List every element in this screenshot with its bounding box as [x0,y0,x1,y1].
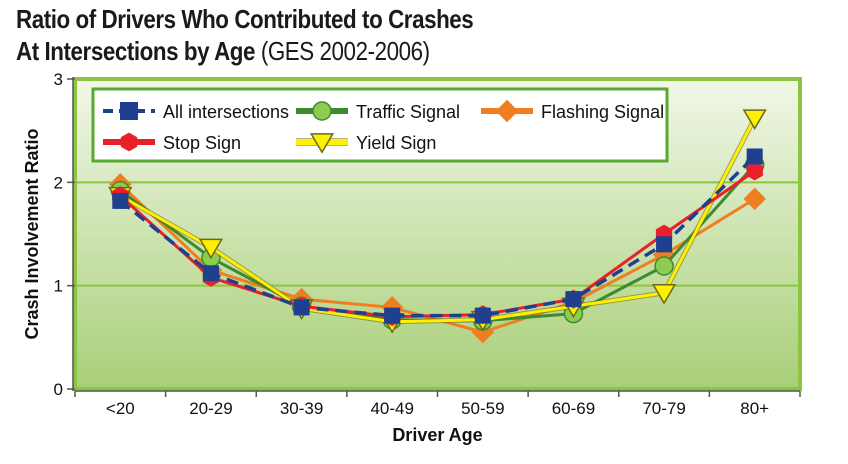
series-line [119,117,757,324]
gridlines [75,181,800,287]
y-tick-label: 1 [54,277,63,296]
legend-marker [312,101,332,121]
chart-title-source: (GES 2002-2006) [260,36,430,66]
legend-marker [495,99,519,123]
legend-marker [120,102,138,120]
x-tick-label: 80+ [740,399,769,418]
data-point [746,148,763,165]
series-layer [108,109,767,344]
data-point [746,161,763,181]
x-tick-label: 70-79 [642,399,685,418]
data-point [293,299,310,316]
x-tick-label: 40-49 [370,399,413,418]
x-tick-label: 60-69 [552,399,595,418]
data-point [474,307,491,324]
legend-item: Stop Sign [103,132,241,153]
data-point [743,187,766,211]
x-tick-label: 20-29 [189,399,232,418]
data-point [384,307,401,324]
legend-item: Traffic Signal [296,101,460,122]
data-point [656,236,673,253]
data-point [742,109,767,131]
data-point [202,265,219,282]
y-tick-label: 0 [54,380,63,399]
chart-title-line2: At Intersections by Age (GES 2002-2006) [16,36,430,67]
x-tick-label: 30-39 [280,399,323,418]
chart-title-line1: Ratio of Drivers Who Contributed to Cras… [16,4,474,34]
legend-label: Yield Sign [356,133,436,153]
x-tick-label: 50-59 [461,399,504,418]
chart-title-main: At Intersections by Age [16,36,256,66]
data-point [565,291,582,308]
data-point [198,238,224,260]
legend-item: Flashing Signal [481,99,664,123]
data-point [651,284,677,305]
legend-box [91,87,669,163]
legend: All intersections Traffic Signal Flashing … [91,87,669,163]
legend-label: Flashing Signal [541,102,664,122]
legend-item: Yield Sign [296,133,436,154]
data-point [112,192,129,209]
series-all-intersections [112,148,763,324]
x-tick-label: <20 [106,399,135,418]
legend-label: Traffic Signal [356,102,460,122]
plot-frame [73,77,802,391]
axes: 0 1 2 3 <20 20-29 30-39 40-49 50-59 60-69 70-79 80+ [54,70,801,418]
x-axis-title: Driver Age [392,425,482,445]
y-tick-label: 3 [54,70,63,89]
legend-label: Stop Sign [163,133,241,153]
data-point [654,256,674,276]
legend-marker [120,132,138,152]
legend-item: All intersections [103,102,289,122]
series-line [119,155,756,318]
y-axis-title: Crash Involvement Ratio [22,128,42,339]
legend-marker [309,133,335,154]
legend-label: All intersections [163,102,289,122]
y-tick-label: 2 [54,173,63,192]
